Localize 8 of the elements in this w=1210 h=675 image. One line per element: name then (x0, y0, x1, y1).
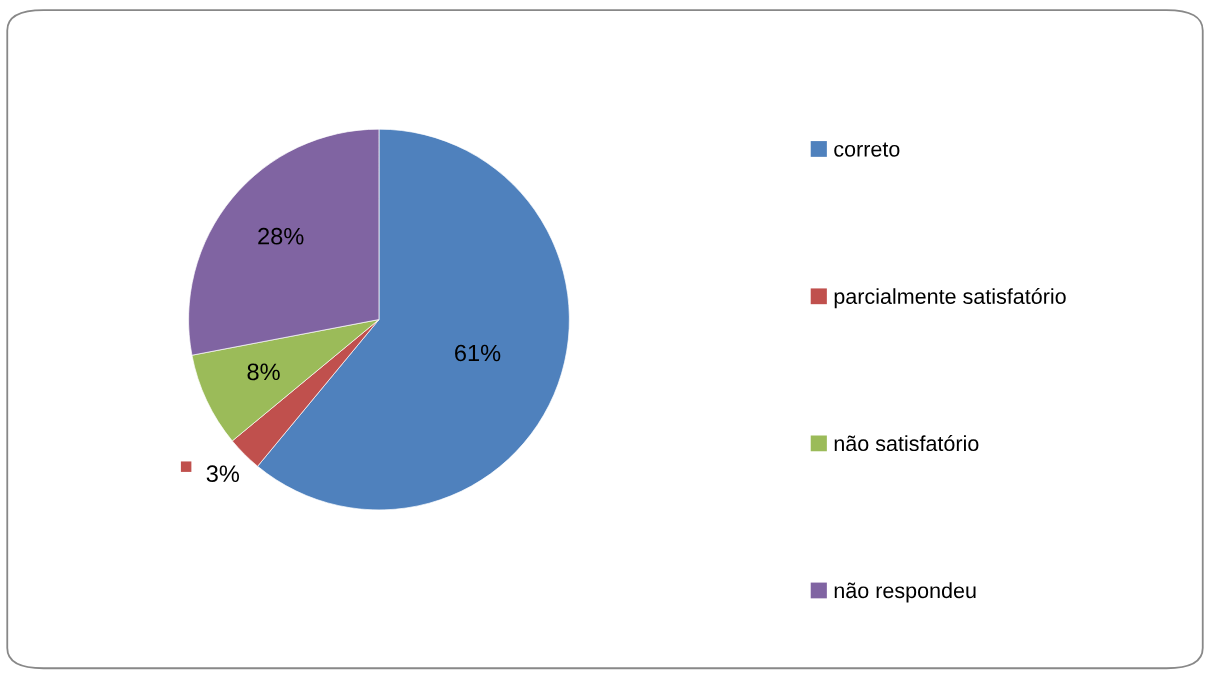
legend-label: parcialmente satisfatório (834, 287, 1066, 309)
data-label: 61% (455, 344, 501, 362)
legend-label: não respondeu (834, 582, 976, 603)
legend-label: não satisfatório (834, 435, 979, 452)
data-label: 3% (206, 465, 240, 483)
data-label: 28% (258, 227, 304, 245)
data-label: 8% (247, 363, 280, 381)
legend-label: correto (834, 142, 900, 157)
